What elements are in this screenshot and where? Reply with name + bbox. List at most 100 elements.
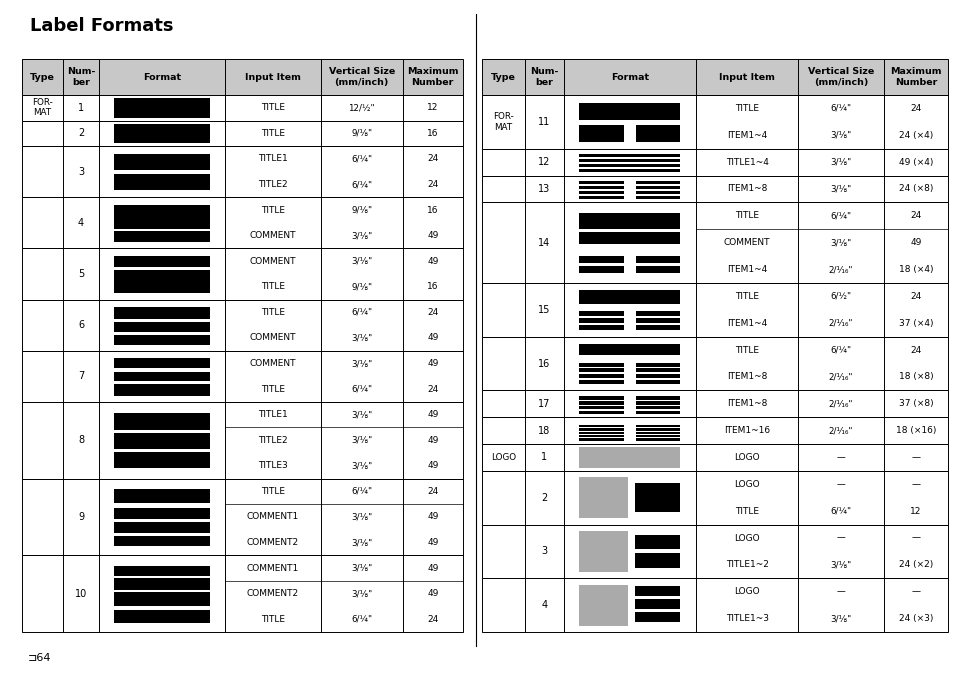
Bar: [636, 195, 679, 200]
Bar: [578, 191, 623, 194]
Text: 16: 16: [427, 282, 438, 291]
Bar: [481, 417, 947, 444]
Text: 18 (×4): 18 (×4): [898, 265, 932, 274]
Text: ITEM1~4: ITEM1~4: [726, 319, 766, 328]
Text: COMMENT: COMMENT: [250, 231, 295, 240]
Text: 6/¼": 6/¼": [830, 346, 851, 355]
Bar: [636, 266, 679, 273]
Bar: [635, 586, 679, 596]
Bar: [481, 524, 947, 578]
Text: Input Item: Input Item: [719, 73, 774, 82]
Bar: [22, 479, 462, 555]
Text: —: —: [911, 534, 920, 543]
Bar: [636, 401, 679, 404]
Text: 9: 9: [78, 512, 84, 522]
Bar: [114, 307, 210, 319]
Bar: [22, 402, 462, 479]
Bar: [636, 428, 679, 431]
Text: 18: 18: [537, 425, 550, 435]
Text: 18 (×16): 18 (×16): [895, 426, 935, 435]
Bar: [578, 311, 623, 316]
Text: 3/⅛": 3/⅛": [351, 257, 372, 266]
Text: 49: 49: [427, 257, 438, 266]
Text: TITLE1~3: TITLE1~3: [725, 614, 768, 623]
Text: 9/⅛": 9/⅛": [351, 129, 372, 138]
Text: 7: 7: [78, 371, 84, 381]
Text: TITLE1: TITLE1: [257, 154, 288, 163]
Bar: [636, 256, 679, 264]
Text: 3/⅛": 3/⅛": [351, 563, 372, 573]
Bar: [114, 154, 210, 170]
Text: 2/¹⁄₁₆": 2/¹⁄₁₆": [828, 265, 852, 274]
Text: Maximum
Number: Maximum Number: [889, 67, 941, 87]
Text: 49: 49: [427, 410, 438, 419]
Text: TITLE: TITLE: [735, 346, 759, 355]
Bar: [635, 553, 679, 568]
Bar: [636, 438, 679, 441]
Text: 6/¼": 6/¼": [830, 212, 851, 220]
Bar: [578, 256, 623, 264]
Bar: [578, 477, 627, 518]
Text: COMMENT: COMMENT: [250, 359, 295, 368]
Text: 3/⅛": 3/⅛": [351, 538, 372, 547]
Text: 2: 2: [540, 493, 547, 503]
Bar: [22, 146, 462, 197]
Text: 1: 1: [78, 103, 84, 113]
Text: 3: 3: [78, 166, 84, 177]
Text: Vertical Size
(mm/inch): Vertical Size (mm/inch): [807, 67, 873, 87]
Bar: [114, 205, 210, 228]
Bar: [578, 181, 623, 184]
Text: TITLE: TITLE: [261, 282, 285, 291]
Text: TITLE: TITLE: [261, 129, 285, 138]
Bar: [578, 168, 679, 173]
Text: COMMENT: COMMENT: [250, 334, 295, 342]
Bar: [578, 406, 623, 409]
Text: LOGO: LOGO: [734, 587, 760, 596]
Bar: [578, 410, 623, 414]
Text: COMMENT2: COMMENT2: [247, 589, 298, 598]
Text: 24: 24: [909, 212, 921, 220]
Bar: [578, 431, 623, 434]
Bar: [481, 175, 947, 202]
Text: Num-
ber: Num- ber: [530, 67, 558, 87]
Text: LOGO: LOGO: [734, 480, 760, 489]
Bar: [578, 374, 623, 378]
Text: —: —: [836, 453, 844, 462]
Bar: [114, 174, 210, 189]
Text: 3/⅛": 3/⅛": [351, 435, 372, 445]
Text: —: —: [911, 587, 920, 596]
Bar: [114, 565, 210, 576]
Text: 3/⅛": 3/⅛": [351, 410, 372, 419]
Bar: [114, 98, 210, 117]
Bar: [481, 95, 947, 149]
Text: TITLE: TITLE: [261, 385, 285, 394]
Text: Format: Format: [143, 73, 181, 82]
Bar: [636, 374, 679, 378]
Bar: [635, 599, 679, 609]
Text: 2: 2: [78, 128, 84, 138]
Text: TITLE: TITLE: [735, 507, 759, 516]
Text: 16: 16: [427, 206, 438, 214]
Text: LOGO: LOGO: [734, 453, 760, 462]
Bar: [114, 452, 210, 468]
Bar: [578, 380, 623, 384]
Text: TITLE: TITLE: [261, 206, 285, 214]
Bar: [22, 95, 462, 121]
Text: Type: Type: [30, 73, 55, 82]
Text: 37 (×4): 37 (×4): [898, 319, 932, 328]
Text: Format: Format: [610, 73, 648, 82]
Bar: [114, 522, 210, 533]
Bar: [578, 448, 679, 468]
Text: 8: 8: [78, 435, 84, 446]
Text: 49: 49: [909, 238, 921, 247]
Text: 11: 11: [537, 117, 550, 127]
Bar: [578, 185, 623, 189]
Text: Input Item: Input Item: [245, 73, 300, 82]
Bar: [635, 483, 679, 512]
Text: 24 (×4): 24 (×4): [898, 131, 932, 140]
Bar: [114, 359, 210, 368]
Text: 24: 24: [427, 615, 438, 623]
Text: Num-
ber: Num- ber: [67, 67, 95, 87]
Bar: [114, 592, 210, 607]
Text: —: —: [911, 453, 920, 462]
